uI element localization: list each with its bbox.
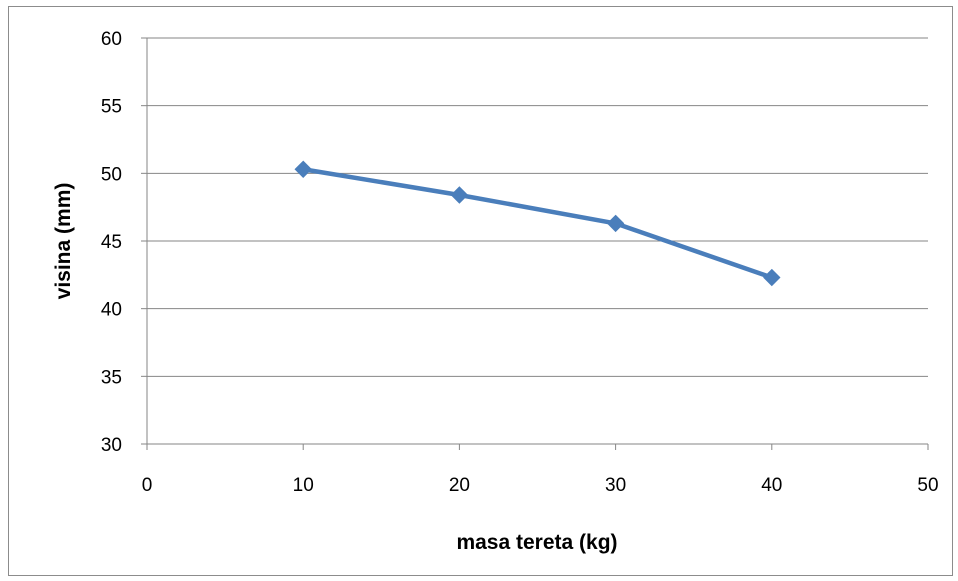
series-line-0	[300, 167, 775, 280]
x-tick-label-30: 30	[605, 475, 626, 496]
y-tick-label-55: 55	[101, 97, 122, 118]
y-tick-label-30: 30	[101, 435, 122, 456]
chart-frame	[8, 6, 953, 576]
x-axis-title: masa tereta (kg)	[456, 531, 617, 554]
x-tick-label-20: 20	[449, 475, 470, 496]
data-point-40	[763, 268, 781, 287]
data-point-10	[294, 160, 312, 178]
tick-labels: 30 35 40 45 50 55 60 0 10 20 30 40 50	[101, 29, 939, 496]
gridlines	[147, 37, 928, 377]
x-tick-label-50: 50	[917, 475, 938, 496]
data-point-30	[606, 214, 625, 233]
x-tick-label-0: 0	[142, 475, 153, 496]
y-tick-label-50: 50	[101, 164, 122, 185]
y-tick-label-60: 60	[101, 29, 122, 50]
series-layer	[294, 160, 781, 287]
y-axis-title: visina (mm)	[52, 183, 75, 300]
data-point-20	[450, 186, 469, 204]
y-tick-label-40: 40	[101, 300, 122, 321]
x-tick-label-10: 10	[293, 475, 314, 496]
x-tick-label-40: 40	[761, 475, 782, 496]
axes	[141, 37, 929, 450]
y-tick-label-35: 35	[101, 367, 122, 388]
y-tick-label-45: 45	[101, 232, 122, 253]
